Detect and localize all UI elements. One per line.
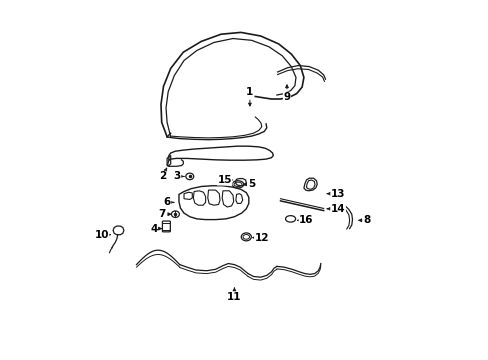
Text: 11: 11 — [227, 288, 241, 302]
Text: 15: 15 — [217, 175, 232, 185]
Text: 12: 12 — [252, 233, 268, 243]
Text: 3: 3 — [173, 171, 183, 181]
Text: 10: 10 — [94, 230, 110, 240]
Text: 6: 6 — [163, 197, 174, 207]
Text: 9: 9 — [283, 85, 290, 102]
Text: 4: 4 — [150, 224, 161, 234]
Text: 14: 14 — [326, 204, 345, 214]
Text: 16: 16 — [297, 215, 313, 225]
Text: 8: 8 — [358, 215, 370, 225]
Text: 2: 2 — [159, 168, 166, 181]
Text: 7: 7 — [159, 209, 170, 219]
Text: 5: 5 — [244, 179, 255, 189]
Text: 13: 13 — [326, 189, 345, 199]
Text: 1: 1 — [246, 87, 253, 106]
